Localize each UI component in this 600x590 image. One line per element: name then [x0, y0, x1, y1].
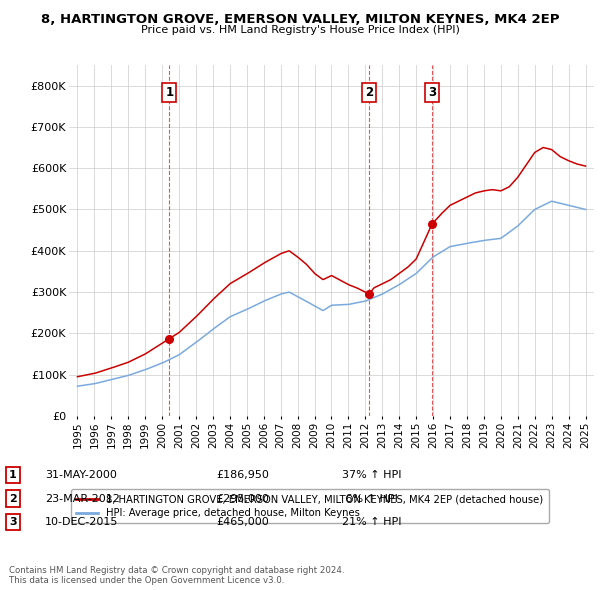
Text: 3: 3: [9, 517, 17, 527]
Text: 23-MAR-2012: 23-MAR-2012: [45, 494, 120, 503]
Text: 37% ↑ HPI: 37% ↑ HPI: [342, 470, 401, 480]
Text: 2: 2: [365, 86, 373, 99]
Text: 1: 1: [9, 470, 17, 480]
Text: £186,950: £186,950: [216, 470, 269, 480]
Text: 2: 2: [9, 494, 17, 503]
Text: Price paid vs. HM Land Registry's House Price Index (HPI): Price paid vs. HM Land Registry's House …: [140, 25, 460, 35]
Text: 6% ↑ HPI: 6% ↑ HPI: [342, 494, 398, 503]
Text: 3: 3: [428, 86, 436, 99]
Legend: 8, HARTINGTON GROVE, EMERSON VALLEY, MILTON KEYNES, MK4 2EP (detached house), HP: 8, HARTINGTON GROVE, EMERSON VALLEY, MIL…: [71, 489, 548, 523]
Text: £295,000: £295,000: [216, 494, 269, 503]
Text: Contains HM Land Registry data © Crown copyright and database right 2024.
This d: Contains HM Land Registry data © Crown c…: [9, 566, 344, 585]
Text: 10-DEC-2015: 10-DEC-2015: [45, 517, 118, 527]
Text: 1: 1: [165, 86, 173, 99]
Text: £465,000: £465,000: [216, 517, 269, 527]
Text: 8, HARTINGTON GROVE, EMERSON VALLEY, MILTON KEYNES, MK4 2EP: 8, HARTINGTON GROVE, EMERSON VALLEY, MIL…: [41, 13, 559, 26]
Text: 31-MAY-2000: 31-MAY-2000: [45, 470, 117, 480]
Text: 21% ↑ HPI: 21% ↑ HPI: [342, 517, 401, 527]
